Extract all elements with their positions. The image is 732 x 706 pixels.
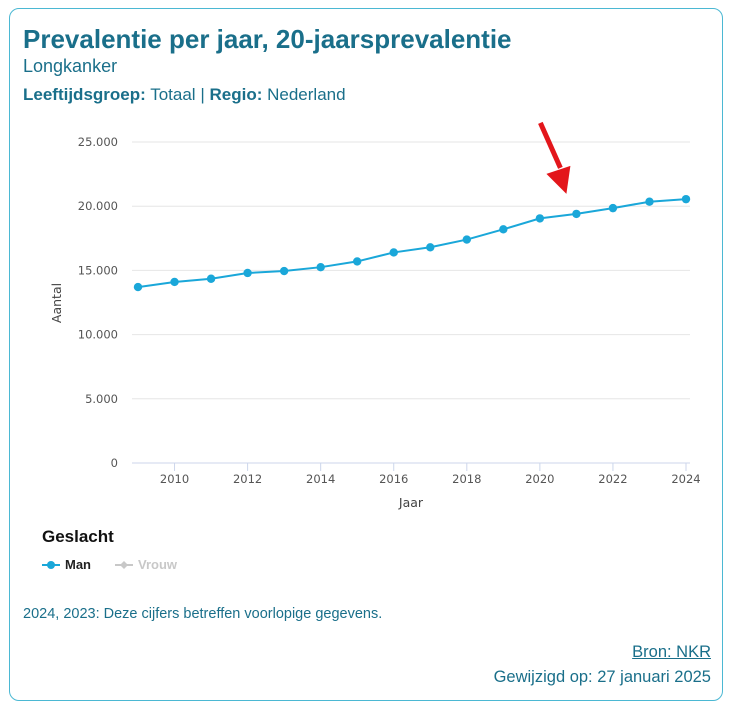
x-axis-title: Jaar [398, 495, 424, 510]
x-tick-label: 2020 [525, 472, 554, 486]
data-point[interactable] [608, 203, 618, 213]
data-point[interactable] [462, 235, 471, 244]
footnote: 2024, 2023: Deze cijfers betreffen voorl… [23, 606, 383, 622]
x-tick-label: 2012 [233, 472, 262, 486]
series-man [133, 194, 691, 292]
x-tick-label: 2022 [598, 472, 627, 486]
modified-date: Gewijzigd op: 27 januari 2025 [493, 668, 711, 686]
x-tick-label: 2010 [160, 472, 189, 486]
data-point[interactable] [535, 214, 545, 223]
filter-separator: | [200, 85, 205, 104]
x-tick-label: 2016 [379, 472, 408, 486]
y-tick-label: 0 [111, 456, 118, 470]
filter-summary: Leeftijdsgroep: Totaal | Regio: Nederlan… [23, 85, 346, 105]
x-tick-label: 2018 [452, 472, 481, 486]
filter-age-label: Leeftijdsgroep: [23, 85, 146, 104]
page-title: Prevalentie per jaar, 20-jaarsprevalenti… [23, 24, 512, 54]
series-line-man [137, 198, 687, 289]
data-point[interactable] [243, 268, 252, 278]
legend-label-man: Man [65, 557, 91, 572]
y-axis-title: Aantal [49, 283, 64, 323]
data-point[interactable] [206, 274, 216, 283]
legend-vrouw-marker-icon [115, 560, 133, 569]
y-tick-label: 10.000 [78, 328, 118, 342]
annotation-arrow [538, 121, 571, 194]
y-tick-label: 15.000 [78, 263, 118, 277]
legend-title: Geslacht [42, 527, 114, 546]
data-point[interactable] [279, 266, 289, 276]
gridlines [132, 141, 690, 400]
filter-age-value: Totaal [150, 85, 196, 104]
data-point[interactable] [681, 194, 691, 204]
data-point[interactable] [499, 225, 508, 234]
data-point[interactable] [426, 243, 435, 252]
data-point[interactable] [572, 209, 581, 219]
data-point[interactable] [389, 248, 398, 257]
legend-item-man[interactable]: Man [42, 557, 91, 572]
chart-subtitle: Longkanker [23, 56, 118, 76]
y-tick-label: 5.000 [85, 392, 118, 406]
axes: 0 5.000 10.000 15.000 20.000 25.000 2010 2012 20… [78, 135, 701, 486]
data-point[interactable] [170, 277, 179, 287]
legend-man-marker-icon [42, 560, 60, 569]
data-point[interactable] [316, 262, 325, 272]
legend-label-vrouw: Vrouw [138, 557, 178, 572]
y-tick-label: 25.000 [78, 135, 118, 149]
chart-card [9, 8, 723, 701]
data-point[interactable] [133, 282, 143, 292]
x-tick-label: 2024 [671, 472, 700, 486]
data-point[interactable] [353, 257, 362, 266]
x-tick-label: 2014 [306, 472, 335, 486]
filter-region-value: Nederland [267, 85, 346, 104]
annotation-arrow-head [546, 165, 571, 194]
filter-region-label: Regio: [209, 85, 263, 104]
source-link[interactable]: Bron: NKR [632, 643, 711, 661]
legend-item-vrouw[interactable]: Vrouw [115, 557, 177, 572]
data-point[interactable] [645, 197, 654, 206]
line-chart: 0 5.000 10.000 15.000 20.000 25.000 2010 2012 20… [49, 121, 701, 510]
annotation-arrow-shaft [538, 121, 563, 169]
y-tick-label: 20.000 [78, 199, 118, 213]
